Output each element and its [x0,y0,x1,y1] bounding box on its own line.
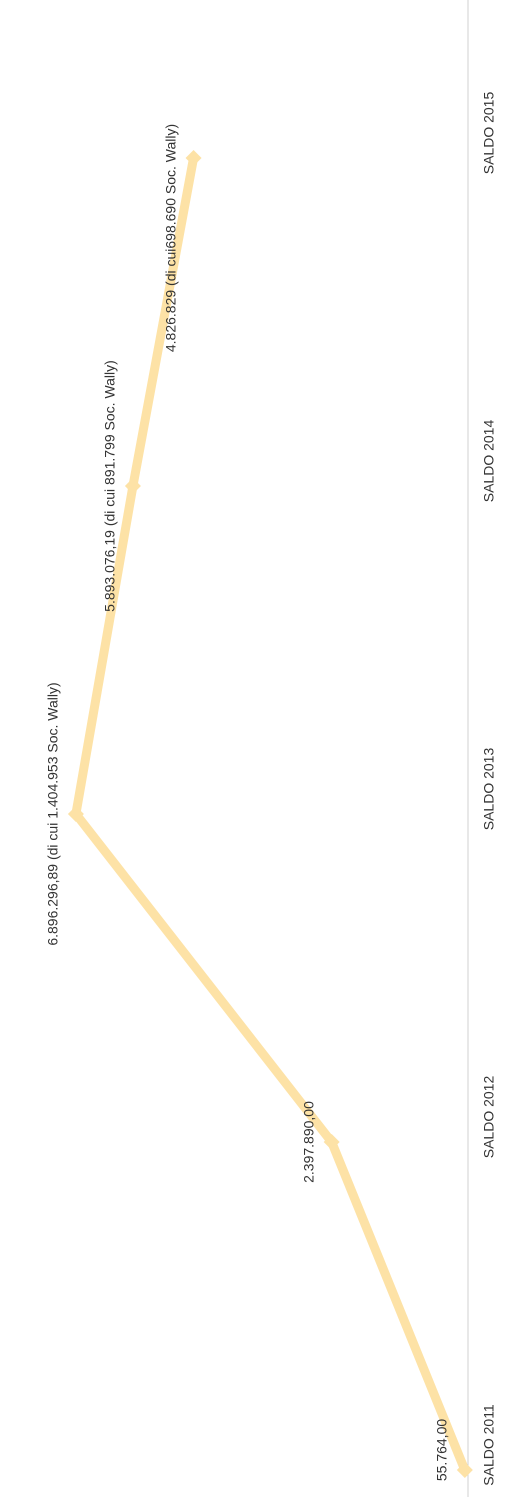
data-label: 5.893.076,19 (di cui 891.799 Soc. Wally) [102,360,118,612]
x-tick-label: SALDO 2015 [481,92,497,175]
marker [456,1462,473,1478]
data-line [71,157,469,1472]
marker [185,150,202,166]
marker [124,478,141,494]
data-label: 2.397.890,00 [300,1101,316,1183]
data-label: 6.896.296,89 (di cui 1.404.953 Soc. Wall… [45,682,61,945]
x-tick-label: SALDO 2012 [481,1076,497,1159]
marker [323,1134,340,1150]
marker [67,806,84,822]
data-label: 4.826.829 (di cui698.690 Soc. Wally) [162,124,178,352]
x-tick-label: SALDO 2011 [481,1404,497,1486]
x-tick-label: SALDO 2014 [481,420,497,503]
x-tick-label: SALDO 2013 [481,748,497,831]
data-label: 55.764,00 [434,1419,450,1481]
